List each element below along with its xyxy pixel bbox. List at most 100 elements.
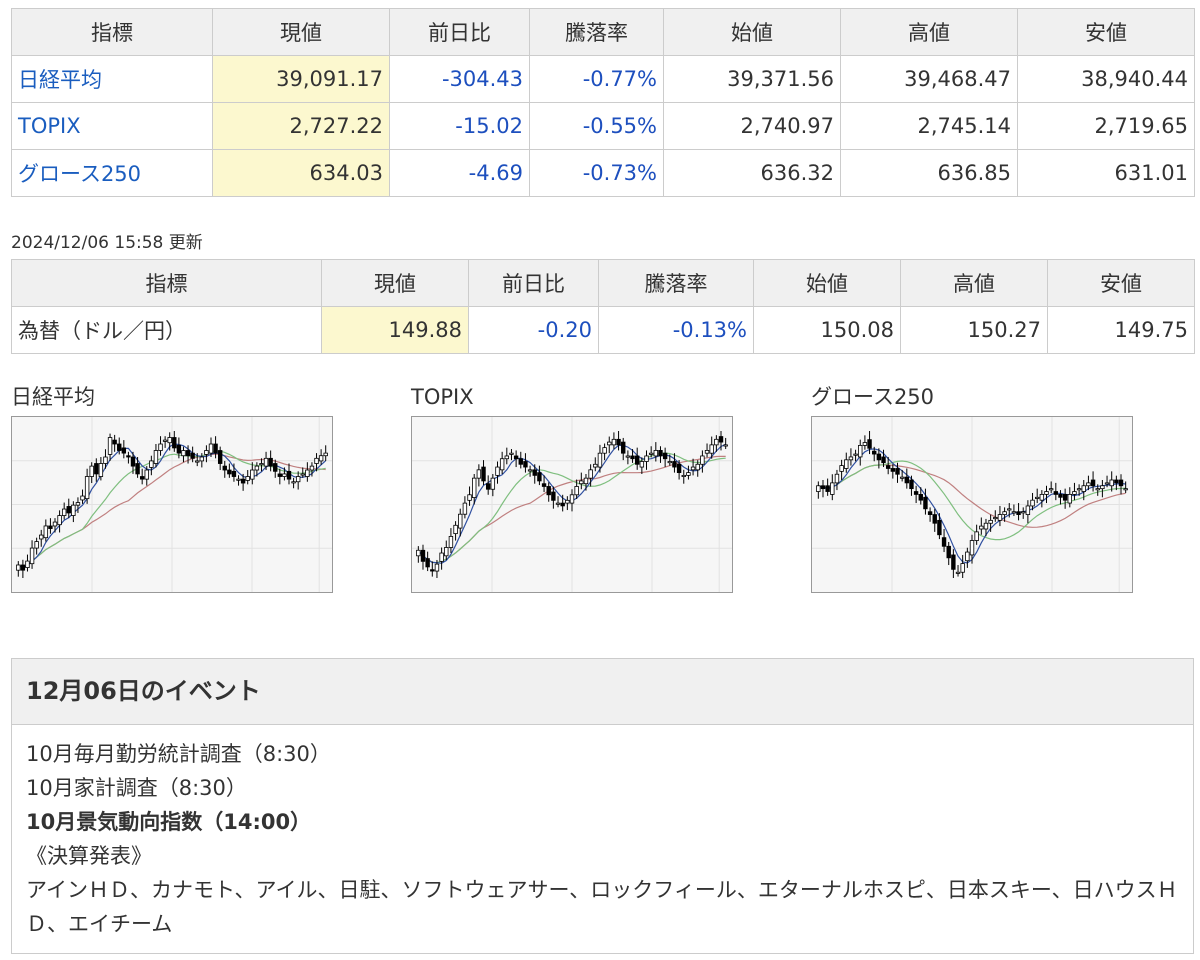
candle xyxy=(314,453,319,472)
index-link-growth250[interactable]: グロース250 xyxy=(18,162,142,186)
index-link-topix[interactable]: TOPIX xyxy=(18,114,81,138)
rate-value: -0.73% xyxy=(529,149,664,197)
candle-body xyxy=(1104,482,1110,485)
table-row: 日経平均 39,091.17 -304.43 -0.77% 39,371.56 … xyxy=(11,55,1195,103)
candle xyxy=(1048,481,1054,493)
candle xyxy=(621,437,626,461)
candle-body xyxy=(1030,499,1035,507)
candle-body xyxy=(236,478,241,481)
candle xyxy=(872,446,877,462)
chart-frame[interactable] xyxy=(11,416,333,593)
candle-body xyxy=(94,463,99,475)
candle xyxy=(537,465,542,486)
candle-body xyxy=(658,450,663,457)
candle xyxy=(1011,504,1017,517)
candle xyxy=(318,449,324,465)
candle-body xyxy=(667,461,672,464)
candle-body xyxy=(1118,479,1124,487)
candle-body xyxy=(1007,508,1012,511)
candle-body xyxy=(1021,511,1026,514)
candle xyxy=(569,489,575,512)
candle xyxy=(820,480,826,498)
candle-body xyxy=(848,456,854,461)
high-value: 150.27 xyxy=(900,306,1048,354)
candle xyxy=(676,460,682,480)
candle xyxy=(625,450,631,465)
candle-body xyxy=(676,463,682,474)
header-change: 前日比 xyxy=(468,259,599,307)
candle-body xyxy=(245,476,250,481)
candle xyxy=(195,453,200,467)
candle xyxy=(969,534,975,564)
candle-body xyxy=(39,534,44,540)
candle xyxy=(555,496,561,508)
candle-body xyxy=(844,459,849,469)
candle-body xyxy=(904,476,910,484)
current-value: 634.03 xyxy=(212,149,390,197)
change-value: -15.02 xyxy=(389,102,530,150)
candle-body xyxy=(895,468,900,475)
update-timestamp: 2024/12/06 15:58 更新 xyxy=(11,233,203,253)
chart-growth250: グロース250 xyxy=(811,383,1133,593)
candle xyxy=(527,465,533,477)
candle-body xyxy=(941,537,947,547)
candle-body xyxy=(997,514,1003,521)
events-title: 12月06日のイベント xyxy=(12,659,1193,725)
candle-body xyxy=(84,476,90,500)
fx-name: 為替（ドル／円） xyxy=(11,306,322,354)
candle xyxy=(20,559,26,578)
chart-frame[interactable] xyxy=(811,416,1133,593)
high-value: 636.85 xyxy=(840,149,1018,197)
candle xyxy=(918,487,923,505)
candle-body xyxy=(858,445,863,458)
candle-body xyxy=(250,469,255,480)
candle xyxy=(658,446,663,463)
candle-body xyxy=(714,438,719,446)
candle xyxy=(825,478,830,496)
candle xyxy=(593,457,598,472)
candle-body xyxy=(946,545,951,559)
candle xyxy=(951,549,956,578)
candle xyxy=(149,455,154,476)
candlestick-chart xyxy=(412,417,732,592)
candle-body xyxy=(979,525,984,530)
candle xyxy=(1053,482,1059,501)
chart-frame[interactable] xyxy=(411,416,733,593)
candle-body xyxy=(254,465,260,471)
candle-body xyxy=(648,452,654,455)
candle xyxy=(709,436,714,459)
fx-header-row: 指標 現値 前日比 騰落率 始値 高値 安値 xyxy=(11,259,1195,307)
candle-body xyxy=(602,447,607,454)
candle xyxy=(66,498,71,519)
event-item: 10月景気動向指数（14:00） xyxy=(26,810,312,834)
candle xyxy=(932,508,937,532)
candle xyxy=(259,458,264,472)
candle-body xyxy=(305,469,310,477)
header-high: 高値 xyxy=(840,8,1018,56)
candle xyxy=(532,464,537,484)
candle xyxy=(245,470,250,485)
candle xyxy=(560,494,565,512)
candle xyxy=(1025,500,1031,524)
events-list: 10月毎月勤労統計調査（8:30） 10月家計調査（8:30） 10月景気動向指数（… xyxy=(12,725,1193,941)
candle xyxy=(80,489,85,504)
candle-body xyxy=(71,504,76,516)
candle-body xyxy=(273,463,278,472)
candle-body xyxy=(1034,496,1040,499)
candle-body xyxy=(723,444,728,447)
candle xyxy=(513,450,519,468)
index-link-nikkei[interactable]: 日経平均 xyxy=(18,68,102,92)
header-rate: 騰落率 xyxy=(598,259,754,307)
candle xyxy=(323,445,328,461)
candle-body xyxy=(532,469,537,476)
index-name-cell: TOPIX xyxy=(11,102,213,150)
rate-value: -0.77% xyxy=(529,55,664,103)
candle-body xyxy=(268,457,273,467)
candle xyxy=(295,471,301,490)
candle-body xyxy=(700,455,705,465)
candle xyxy=(199,453,205,468)
candle-body xyxy=(48,525,53,529)
candle-body xyxy=(240,478,246,484)
chart-title: 日経平均 xyxy=(11,385,95,409)
candle xyxy=(899,469,905,482)
